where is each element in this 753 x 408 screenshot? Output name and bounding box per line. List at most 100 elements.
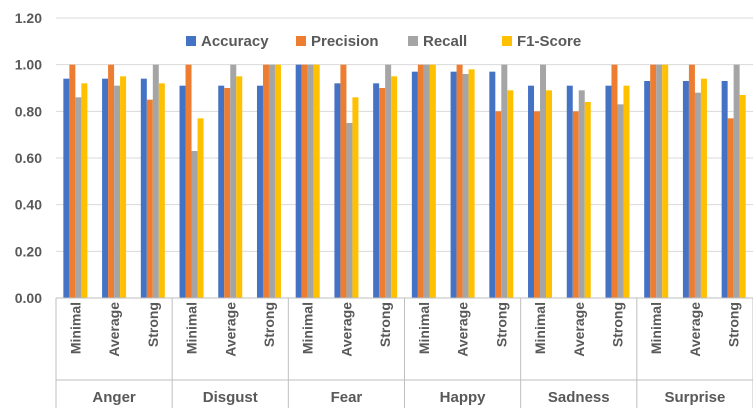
legend-swatch [408, 36, 418, 46]
bar-precision [456, 64, 463, 298]
bar-f1-score [507, 90, 514, 298]
bar-precision [495, 111, 502, 298]
bar-f1-score [623, 85, 630, 298]
bar-recall [656, 64, 663, 298]
legend-label: Precision [311, 33, 379, 50]
bar-recall [75, 97, 82, 298]
gridlines [56, 17, 753, 299]
bar-accuracy [102, 78, 109, 298]
bar-recall [423, 64, 430, 298]
x-category-label: Average [571, 302, 587, 357]
bar-precision [146, 99, 153, 298]
bar-precision [379, 88, 386, 298]
legend-label: F1-Score [517, 33, 581, 50]
y-tick-label: 0.60 [15, 150, 42, 166]
bar-accuracy [295, 64, 302, 298]
bar-precision [650, 64, 657, 298]
bar-f1-score [662, 64, 669, 298]
bar-precision [108, 64, 115, 298]
bar-accuracy [644, 81, 651, 298]
x-group-label: Anger [92, 389, 136, 406]
bar-accuracy [411, 71, 418, 298]
legend: Accuracy Precision Recall F1-Score [186, 33, 581, 50]
x-category-label: Minimal [300, 302, 316, 354]
x-axis: Minimal Average Strong Minimal Average Strong… [55, 297, 753, 408]
legend-swatch [186, 36, 196, 46]
bar-f1-score [546, 90, 553, 298]
x-group-label: Disgust [203, 389, 258, 406]
bar-accuracy [334, 83, 341, 298]
bar-precision [417, 64, 424, 298]
legend-label: Accuracy [201, 33, 269, 50]
bar-precision [611, 64, 618, 298]
bar-recall [152, 64, 159, 298]
bar-f1-score [391, 76, 398, 298]
x-category-label: Strong [493, 302, 509, 347]
x-category-label: Average [106, 302, 122, 357]
legend-swatch [296, 36, 306, 46]
bar-accuracy [63, 78, 70, 298]
y-tick-label: 0.40 [15, 197, 42, 213]
bar-recall [268, 64, 275, 298]
bar-accuracy [566, 85, 573, 298]
bar-f1-score [468, 69, 475, 298]
bar-precision [185, 64, 192, 298]
legend-label: Recall [423, 33, 467, 50]
x-category-label: Strong [609, 302, 625, 347]
bar-recall [694, 92, 701, 298]
x-category-label: Minimal [532, 302, 548, 354]
bar-recall [617, 104, 624, 298]
bar-f1-score [700, 78, 707, 298]
bar-precision [727, 118, 734, 298]
bar-precision [572, 111, 579, 298]
y-tick-label: 0.00 [15, 290, 42, 306]
bar-recall [385, 64, 392, 298]
x-category-label: Minimal [416, 302, 432, 354]
bar-f1-score [584, 102, 591, 298]
legend-swatch [502, 36, 512, 46]
bar-accuracy [682, 81, 689, 298]
bar-recall [501, 64, 508, 298]
bar-recall [733, 64, 740, 298]
y-tick-label: 0.80 [15, 103, 42, 119]
x-category-label: Minimal [184, 302, 200, 354]
bar-f1-score [429, 64, 436, 298]
bar-recall [191, 151, 198, 298]
bar-recall [307, 64, 314, 298]
x-category-label: Minimal [67, 302, 83, 354]
bar-precision [69, 64, 76, 298]
bar-precision [262, 64, 269, 298]
bar-accuracy [528, 85, 535, 298]
y-tick-label: 0.20 [15, 243, 42, 259]
x-group-label: Fear [331, 389, 363, 406]
y-axis: 0.00 0.20 0.40 0.60 0.80 1.00 1.20 [15, 10, 42, 306]
bar-accuracy [140, 78, 147, 298]
x-category-label: Strong [145, 302, 161, 347]
bar-recall [230, 64, 237, 298]
x-group-label: Happy [440, 389, 487, 406]
bar-accuracy [605, 85, 612, 298]
bar-f1-score [352, 97, 359, 298]
x-category-label: Average [455, 302, 471, 357]
bar-recall [578, 90, 585, 298]
bar-accuracy [256, 85, 263, 298]
bar-recall [114, 85, 121, 298]
bar-precision [301, 64, 308, 298]
bar-recall [346, 123, 353, 298]
x-category-label: Strong [726, 302, 742, 347]
bar-accuracy [218, 85, 225, 298]
bar-precision [534, 111, 541, 298]
y-tick-label: 1.20 [15, 10, 42, 26]
bar-f1-score [313, 64, 320, 298]
bar-accuracy [450, 71, 457, 298]
bar-f1-score [739, 95, 746, 298]
bar-precision [688, 64, 695, 298]
bar-precision [340, 64, 347, 298]
bar-f1-score [274, 64, 281, 298]
x-category-label: Average [687, 302, 703, 357]
bar-accuracy [179, 85, 186, 298]
x-group-label: Sadness [548, 389, 610, 406]
bar-accuracy [721, 81, 728, 298]
bar-f1-score [120, 76, 127, 298]
